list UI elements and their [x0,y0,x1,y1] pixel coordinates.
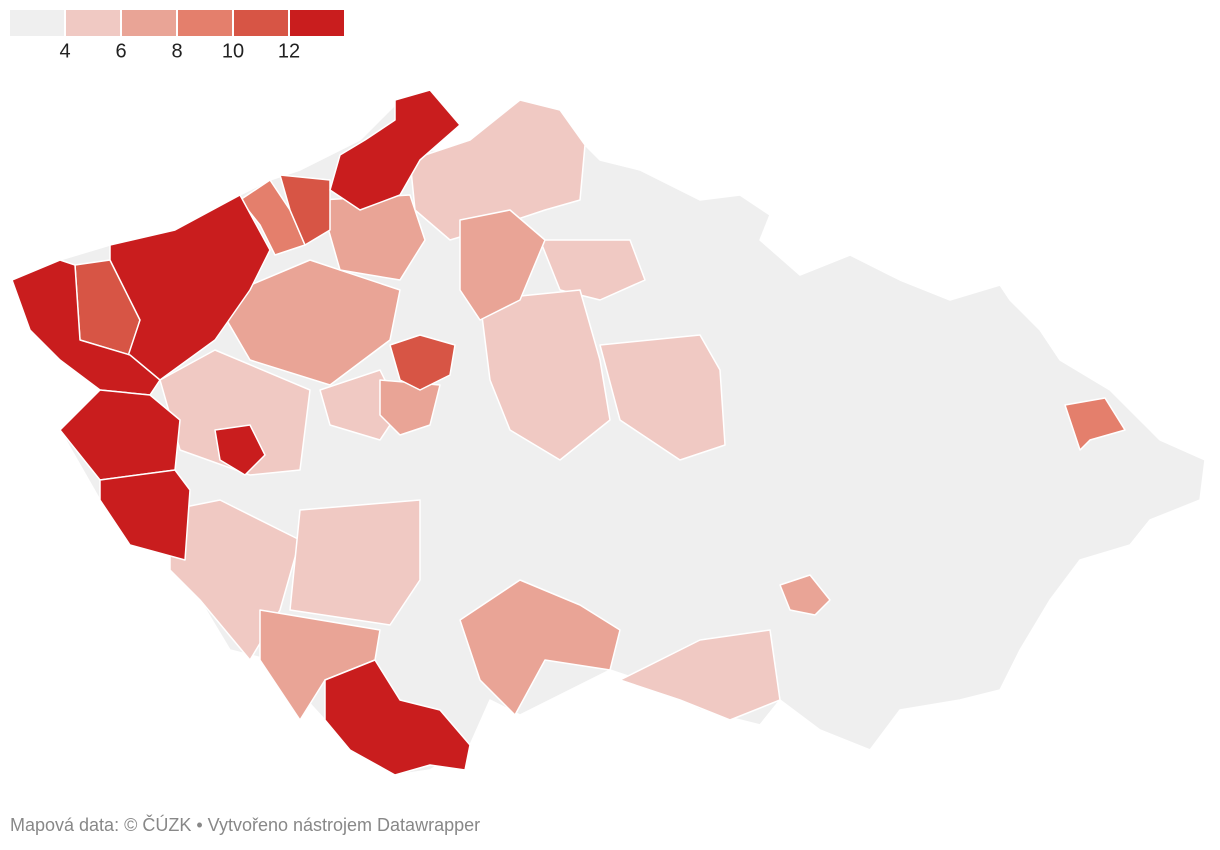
legend-tick-label: 10 [222,40,244,62]
legend-swatch [234,10,288,36]
region [409,99,586,241]
region [599,334,726,461]
legend-tick-label: 6 [115,40,126,62]
regions [11,89,1206,776]
region [479,289,611,461]
region [459,579,621,716]
region [324,659,471,776]
legend-tick-label: 12 [278,40,300,62]
legend: 4 6 8 10 12 [10,10,344,62]
region [109,194,271,381]
region [539,239,646,301]
region [99,469,191,561]
region [214,259,401,386]
legend-tick-label: 8 [171,40,182,62]
region [214,424,266,476]
region [279,174,331,246]
region [329,89,461,211]
region [289,499,421,626]
region [159,349,311,476]
legend-tick-label: 4 [59,40,70,62]
legend-swatch [290,10,344,36]
region [779,574,831,616]
region [459,209,546,321]
region [11,259,161,396]
legend-swatch [66,10,120,36]
legend-swatch [178,10,232,36]
legend-swatch [122,10,176,36]
region [389,334,456,391]
region [619,629,781,721]
footer: Mapová data: © ČÚZK • Vytvořeno nástroje… [10,814,480,835]
legend-swatch [10,10,64,36]
region [1064,397,1126,451]
